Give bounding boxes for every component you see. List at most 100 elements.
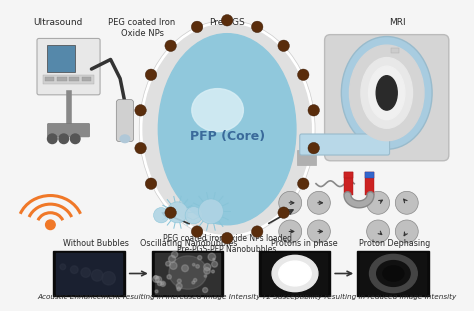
Circle shape bbox=[168, 254, 171, 257]
Circle shape bbox=[179, 276, 182, 280]
Circle shape bbox=[215, 276, 220, 281]
Circle shape bbox=[252, 226, 263, 237]
Circle shape bbox=[210, 256, 215, 261]
Text: PFP (Core): PFP (Core) bbox=[190, 130, 264, 143]
Text: Proton Dephasing: Proton Dephasing bbox=[359, 239, 430, 248]
Circle shape bbox=[135, 104, 146, 116]
Text: Ultrasound: Ultrasound bbox=[33, 18, 82, 27]
Circle shape bbox=[193, 276, 199, 281]
Ellipse shape bbox=[349, 45, 424, 141]
Circle shape bbox=[47, 134, 57, 144]
Circle shape bbox=[81, 268, 91, 277]
Text: Oscillating Nanobubbles: Oscillating Nanobubbles bbox=[140, 239, 237, 248]
Ellipse shape bbox=[377, 261, 410, 286]
Circle shape bbox=[279, 220, 301, 243]
Circle shape bbox=[210, 288, 213, 291]
Circle shape bbox=[395, 220, 418, 243]
Circle shape bbox=[367, 220, 390, 243]
Circle shape bbox=[308, 220, 330, 243]
Text: Acoustic Enhancement resulting in increased Image Intensity: Acoustic Enhancement resulting in increa… bbox=[37, 294, 261, 300]
Bar bbox=[56, 253, 122, 294]
Bar bbox=[43, 75, 94, 84]
Circle shape bbox=[221, 15, 233, 26]
Text: T2 Susceptibility resulting in reduced Image Intensity: T2 Susceptibility resulting in reduced I… bbox=[262, 294, 456, 300]
Circle shape bbox=[146, 69, 157, 81]
Text: PEG coated Iron
Oxide NPs: PEG coated Iron Oxide NPs bbox=[109, 18, 176, 38]
FancyBboxPatch shape bbox=[325, 35, 449, 161]
Circle shape bbox=[172, 269, 175, 273]
Text: PEG coated iron oxide NPs loaded
Pre-PGS-PFP Nanobubbles: PEG coated iron oxide NPs loaded Pre-PGS… bbox=[163, 234, 292, 254]
Circle shape bbox=[200, 285, 203, 287]
Circle shape bbox=[189, 253, 194, 258]
Circle shape bbox=[191, 263, 195, 267]
Circle shape bbox=[198, 272, 203, 278]
Circle shape bbox=[298, 178, 309, 189]
Ellipse shape bbox=[369, 66, 405, 120]
Circle shape bbox=[168, 267, 175, 274]
Circle shape bbox=[197, 270, 201, 273]
Circle shape bbox=[185, 207, 202, 224]
Circle shape bbox=[278, 40, 290, 52]
Circle shape bbox=[308, 191, 330, 214]
Ellipse shape bbox=[361, 58, 412, 128]
Circle shape bbox=[252, 21, 263, 33]
Circle shape bbox=[71, 266, 78, 273]
Circle shape bbox=[308, 142, 319, 154]
Circle shape bbox=[171, 285, 174, 288]
Ellipse shape bbox=[120, 135, 130, 143]
Circle shape bbox=[173, 276, 179, 282]
Circle shape bbox=[216, 255, 221, 260]
Circle shape bbox=[146, 178, 157, 189]
Bar bbox=[70, 77, 79, 81]
Circle shape bbox=[221, 232, 233, 244]
Bar bbox=[57, 77, 67, 81]
Circle shape bbox=[163, 285, 166, 288]
Circle shape bbox=[213, 275, 216, 278]
Ellipse shape bbox=[143, 24, 311, 234]
FancyBboxPatch shape bbox=[37, 39, 100, 95]
Bar bbox=[45, 77, 54, 81]
Circle shape bbox=[71, 134, 80, 144]
FancyBboxPatch shape bbox=[47, 123, 90, 137]
Circle shape bbox=[91, 270, 103, 281]
Ellipse shape bbox=[383, 266, 404, 281]
Bar bbox=[392, 48, 399, 53]
Ellipse shape bbox=[158, 34, 296, 225]
Circle shape bbox=[165, 207, 176, 218]
Ellipse shape bbox=[341, 36, 432, 149]
Ellipse shape bbox=[192, 89, 243, 132]
Circle shape bbox=[199, 261, 202, 264]
Circle shape bbox=[192, 251, 200, 259]
Bar bbox=[53, 251, 125, 296]
Circle shape bbox=[279, 191, 301, 214]
Bar bbox=[46, 45, 75, 72]
Bar bbox=[365, 172, 374, 178]
Ellipse shape bbox=[169, 256, 207, 289]
FancyBboxPatch shape bbox=[116, 100, 134, 142]
Text: Protons in phase: Protons in phase bbox=[271, 239, 338, 248]
Circle shape bbox=[191, 21, 203, 33]
Circle shape bbox=[395, 191, 418, 214]
Circle shape bbox=[165, 40, 176, 52]
FancyBboxPatch shape bbox=[300, 134, 390, 155]
Ellipse shape bbox=[376, 76, 397, 110]
Circle shape bbox=[308, 104, 319, 116]
Circle shape bbox=[183, 288, 189, 294]
Text: Without Bubbles: Without Bubbles bbox=[64, 239, 129, 248]
Circle shape bbox=[162, 280, 165, 282]
Circle shape bbox=[59, 134, 69, 144]
Circle shape bbox=[135, 142, 146, 154]
Circle shape bbox=[189, 263, 196, 270]
Circle shape bbox=[278, 207, 290, 218]
Bar bbox=[155, 253, 220, 294]
Circle shape bbox=[199, 199, 223, 224]
Bar bbox=[152, 251, 223, 296]
Bar bbox=[297, 150, 316, 165]
Circle shape bbox=[169, 262, 174, 267]
Circle shape bbox=[102, 272, 115, 285]
Bar bbox=[344, 172, 353, 178]
Circle shape bbox=[207, 278, 213, 284]
Bar bbox=[262, 253, 328, 294]
Circle shape bbox=[167, 202, 188, 223]
Ellipse shape bbox=[279, 261, 311, 286]
